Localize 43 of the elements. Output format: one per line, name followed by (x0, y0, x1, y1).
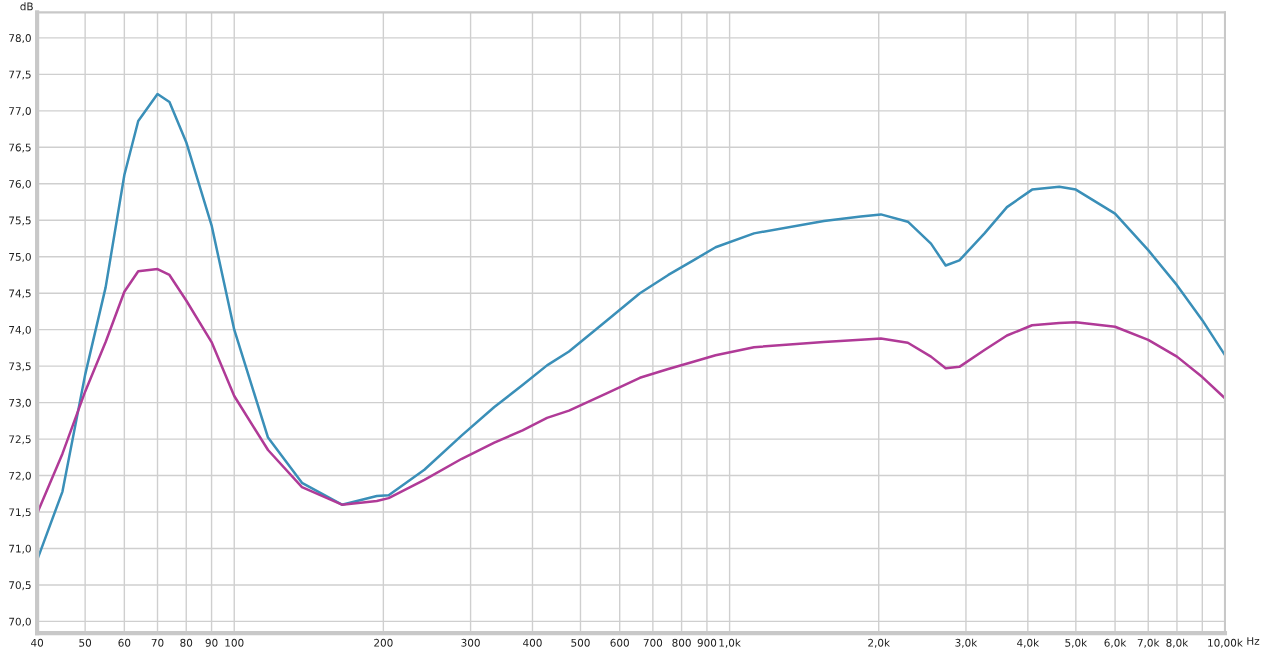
x-tick-label: 70 (151, 638, 164, 647)
y-tick-label: 71,0 (9, 544, 31, 554)
x-tick-label: 300 (461, 638, 480, 647)
y-tick-label: 72,5 (9, 435, 31, 445)
y-tick-label: 77,5 (9, 70, 31, 80)
y-tick-label: 76,5 (9, 143, 31, 153)
y-tick-label: 71,5 (9, 508, 31, 518)
x-tick-label: 800 (672, 638, 691, 647)
y-tick-label: 74,5 (9, 289, 31, 299)
x-tick-label: 8,0k (1166, 638, 1189, 648)
y-axis-title: dB (20, 2, 33, 11)
y-tick-label: 70,0 (9, 617, 31, 627)
y-tick-label: 72,0 (9, 471, 31, 481)
y-tick-label: 76,0 (9, 179, 31, 189)
y-tick-label: 75,5 (9, 216, 31, 226)
x-tick-label: 3,0k (955, 638, 978, 648)
x-tick-label: 400 (523, 638, 542, 647)
x-tick-label: 5,0k (1065, 638, 1088, 648)
y-tick-label: 77,0 (9, 107, 31, 116)
y-tick-label: 73,0 (9, 398, 31, 408)
y-tick-label: 73,5 (9, 362, 31, 372)
y-tick-label: 75,0 (9, 252, 31, 262)
x-tick-label: 900 (697, 638, 717, 647)
x-tick-label: 10,00k (1208, 638, 1243, 648)
x-tick-label: 200 (374, 638, 393, 647)
x-tick-label: 50 (79, 638, 92, 647)
x-tick-label: 100 (225, 638, 244, 647)
x-tick-label: 600 (610, 638, 629, 647)
x-tick-label: 700 (643, 638, 663, 647)
x-tick-label: 6,0k (1104, 638, 1127, 648)
x-tick-label: 500 (571, 638, 590, 647)
x-tick-label: 7,0k (1137, 638, 1160, 648)
x-tick-label: 1,0k (719, 638, 741, 648)
y-tick-label: 78,0 (9, 34, 31, 44)
x-tick-label: 4,0k (1017, 638, 1040, 648)
y-tick-label: 70,5 (9, 581, 31, 591)
y-tick-label: 74,0 (9, 325, 31, 335)
x-tick-label: 80 (180, 638, 193, 647)
x-tick-label: 40 (31, 638, 44, 647)
x-tick-label: 90 (205, 638, 218, 647)
x-tick-label: 60 (118, 638, 131, 647)
x-axis-title: Hz (1247, 637, 1260, 645)
x-tick-label: 2,0k (868, 638, 890, 648)
